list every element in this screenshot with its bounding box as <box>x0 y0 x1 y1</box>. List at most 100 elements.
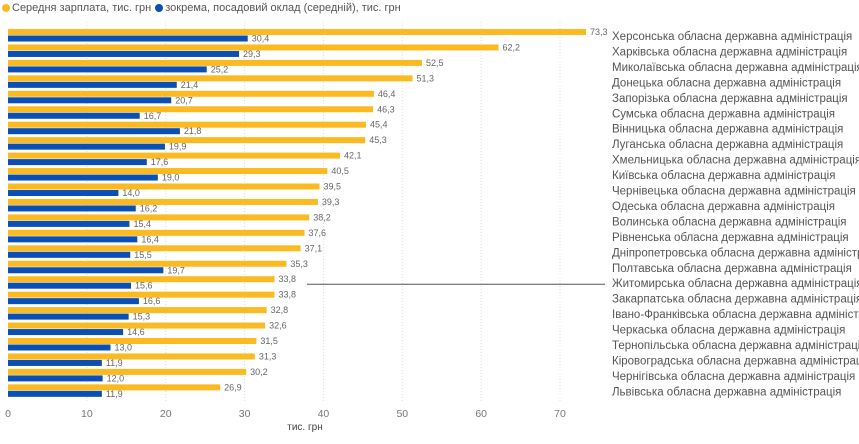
data-label: 30,4 <box>252 34 270 44</box>
bar-base-salary[interactable] <box>8 81 177 88</box>
bar-avg-salary[interactable] <box>8 121 367 128</box>
category-label: Сумська обласна державна адміністрація <box>612 108 835 120</box>
bar-avg-salary[interactable] <box>8 322 266 329</box>
bar-avg-salary[interactable] <box>8 214 310 221</box>
category-label: Луганська обласна державна адміністрація <box>612 139 843 151</box>
x-axis-title: тис. грн <box>287 422 322 433</box>
bar-base-salary[interactable] <box>8 205 136 212</box>
bar-avg-salary[interactable] <box>8 245 301 252</box>
bars <box>8 29 587 397</box>
bar-avg-salary[interactable] <box>8 168 328 175</box>
bar-avg-salary[interactable] <box>8 291 275 298</box>
bar-base-salary[interactable] <box>8 66 207 73</box>
data-label: 25,2 <box>211 64 229 74</box>
x-tick-label: 60 <box>475 408 487 420</box>
bar-base-salary[interactable] <box>8 390 102 397</box>
bar-avg-salary[interactable] <box>8 368 247 375</box>
bar-avg-salary[interactable] <box>8 29 587 35</box>
bar-avg-salary[interactable] <box>8 44 499 51</box>
data-label: 37,1 <box>305 243 323 253</box>
data-label: 17,6 <box>151 157 169 167</box>
bar-avg-salary[interactable] <box>8 90 374 97</box>
data-label: 33,8 <box>279 290 297 300</box>
bar-base-salary[interactable] <box>8 251 131 258</box>
data-label: 11,9 <box>106 389 123 399</box>
bar-base-salary[interactable] <box>8 128 180 135</box>
bar-avg-salary[interactable] <box>8 106 374 113</box>
bar-avg-salary[interactable] <box>8 75 413 82</box>
bar-avg-salary[interactable] <box>8 152 341 159</box>
bar-base-salary[interactable] <box>8 112 140 119</box>
bar-avg-salary[interactable] <box>8 229 305 236</box>
bar-base-salary[interactable] <box>8 174 158 181</box>
data-label: 19,9 <box>169 142 187 152</box>
data-label: 29,3 <box>243 49 261 59</box>
category-label: Дніпропетровська обласна державна адміні… <box>612 247 859 259</box>
category-label: Херсонська обласна державна адміністраці… <box>612 31 852 43</box>
bar-base-salary[interactable] <box>8 375 103 382</box>
data-label: 35,3 <box>290 259 308 269</box>
category-label: Донецька обласна державна адміністрація <box>612 77 841 89</box>
category-label: Волинська обласна державна адміністрація <box>612 216 846 228</box>
x-tick-label: 10 <box>81 408 93 420</box>
legend-item-base-salary[interactable]: зокрема, посадовий оклад (середній), тис… <box>155 2 401 14</box>
x-axis-ticks: 0 10 20 30 40 50 60 70 <box>5 408 566 420</box>
bar-base-salary[interactable] <box>8 282 132 289</box>
bar-avg-salary[interactable] <box>8 260 287 267</box>
data-label: 15,6 <box>135 281 153 291</box>
data-label: 21,4 <box>181 80 199 90</box>
data-label: 32,6 <box>269 321 287 331</box>
bar-base-salary[interactable] <box>8 359 102 366</box>
data-label: 31,3 <box>259 351 277 361</box>
bar-avg-salary[interactable] <box>8 338 257 344</box>
category-label: Івано-Франківська обласна державна адмін… <box>612 309 859 321</box>
bar-avg-salary[interactable] <box>8 276 275 283</box>
x-tick-label: 40 <box>318 408 330 420</box>
bar-avg-salary[interactable] <box>8 384 221 391</box>
bar-base-salary[interactable] <box>8 298 139 305</box>
x-tick-label: 70 <box>554 408 566 420</box>
bar-avg-salary[interactable] <box>8 59 423 66</box>
bar-avg-salary[interactable] <box>8 137 366 144</box>
data-label: 37,6 <box>309 228 327 238</box>
category-label: Вінницька обласна державна адміністрація <box>612 124 843 136</box>
bar-avg-salary[interactable] <box>8 353 255 360</box>
bar-base-salary[interactable] <box>8 236 138 243</box>
data-label: 45,4 <box>370 120 388 130</box>
bar-base-salary[interactable] <box>8 97 172 104</box>
bar-base-salary[interactable] <box>8 220 130 227</box>
bar-avg-salary[interactable] <box>8 183 320 190</box>
category-label: Полтавська обласна державна адміністраці… <box>612 263 852 275</box>
data-label: 13,0 <box>115 343 133 353</box>
bar-base-salary[interactable] <box>8 329 124 336</box>
bar-base-salary[interactable] <box>8 313 129 320</box>
bar-base-salary[interactable] <box>8 143 165 150</box>
bar-base-salary[interactable] <box>8 159 147 166</box>
data-label: 39,3 <box>322 197 340 207</box>
x-tick-label: 30 <box>239 408 251 420</box>
category-labels: Херсонська обласна державна адміністраці… <box>612 31 859 398</box>
bar-base-salary[interactable] <box>8 190 119 196</box>
legend-item-avg-salary[interactable]: Середня зарплата, тис. грн <box>2 2 151 14</box>
bar-base-salary[interactable] <box>8 267 164 274</box>
data-label: 16,7 <box>144 111 162 121</box>
category-label: Кіровоградська обласна державна адмініст… <box>612 355 859 367</box>
data-label: 30,2 <box>250 367 268 377</box>
data-label: 39,5 <box>323 182 341 192</box>
bar-base-salary[interactable] <box>8 35 248 42</box>
bar-base-salary[interactable] <box>8 50 240 57</box>
bar-avg-salary[interactable] <box>8 198 318 205</box>
data-label: 73,3 <box>590 27 608 37</box>
data-label: 11,9 <box>106 358 123 368</box>
x-tick-label: 0 <box>5 408 11 420</box>
category-label: Харківська обласна державна адміністраці… <box>612 46 847 58</box>
bar-avg-salary[interactable] <box>8 307 267 314</box>
category-label: Хмельницька обласна державна адміністрац… <box>612 155 859 167</box>
data-label: 15,4 <box>133 219 151 229</box>
bar-base-salary[interactable] <box>8 344 111 351</box>
data-label: 16,2 <box>140 203 158 213</box>
data-label: 12,0 <box>107 373 125 383</box>
data-label: 15,3 <box>133 312 151 322</box>
data-label: 16,6 <box>143 296 161 306</box>
category-label: Рівненська обласна державна адміністраці… <box>612 232 849 244</box>
